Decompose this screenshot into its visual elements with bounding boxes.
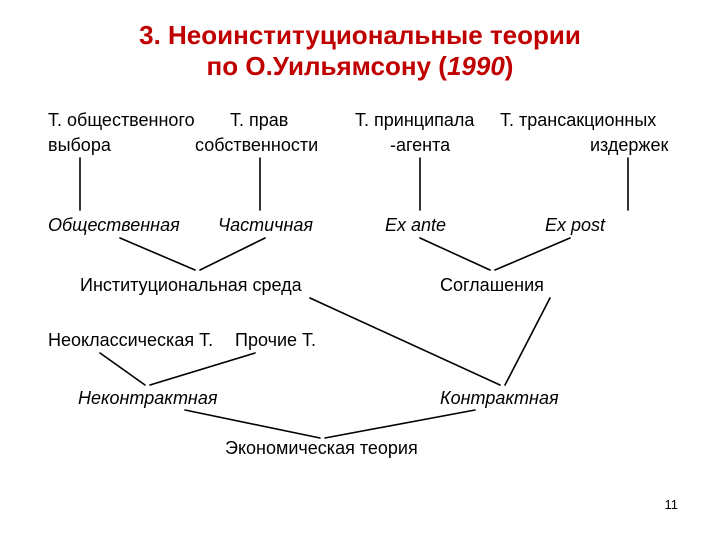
title-year: 1990 (447, 51, 505, 81)
label-property-rights-1: Т. прав (230, 110, 288, 131)
label-public-choice-1: Т. общественного (48, 110, 195, 131)
label-other: Прочие Т. (235, 330, 316, 351)
label-contract: Контрактная (440, 388, 559, 409)
label-exante: Ex ante (385, 215, 446, 236)
label-public: Общественная (48, 215, 180, 236)
label-institutional-env: Институциональная среда (80, 275, 302, 296)
label-tce-2: издержек (590, 135, 668, 156)
label-principal-agent-1: Т. принципала (355, 110, 474, 131)
label-partial: Частичная (218, 215, 313, 236)
label-expost: Ex post (545, 215, 605, 236)
page-number: 11 (665, 497, 679, 512)
title-year-open: ( (438, 51, 447, 81)
title-line2: по О.Уильямсону (1990) (0, 51, 720, 82)
title-year-close: ) (505, 51, 514, 81)
label-neoclassical: Неоклассическая Т. (48, 330, 213, 351)
slide: 3. Неоинституциональные теории по О.Уиль… (0, 0, 720, 540)
label-agreements: Соглашения (440, 275, 544, 296)
title-line1: 3. Неоинституциональные теории (0, 20, 720, 51)
slide-title: 3. Неоинституциональные теории по О.Уиль… (0, 20, 720, 82)
label-econ-theory: Экономическая теория (225, 438, 418, 459)
label-principal-agent-2: -агента (390, 135, 450, 156)
label-noncontract: Неконтрактная (78, 388, 217, 409)
label-public-choice-2: выбора (48, 135, 111, 156)
title-line2-author: по О.Уильямсону (207, 51, 439, 81)
label-tce-1: Т. трансакционных (500, 110, 656, 131)
label-property-rights-2: собственности (195, 135, 318, 156)
